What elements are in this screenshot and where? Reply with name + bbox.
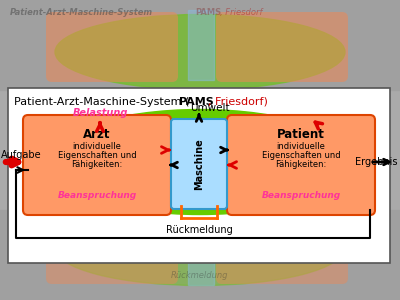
Text: PAMS: PAMS [195,8,221,17]
Bar [0,0,400,90]
Text: Patient-Arzt-Maschine-System (: Patient-Arzt-Maschine-System ( [14,97,189,107]
FancyBboxPatch shape [171,119,227,209]
Bar [188,215,214,285]
FancyBboxPatch shape [46,214,178,284]
FancyBboxPatch shape [23,115,171,215]
Text: individuelle: individuelle [72,142,122,151]
Text: Fähigkeiten:: Fähigkeiten: [275,160,327,169]
Bar [0,210,400,300]
Text: Rückmeldung: Rückmeldung [171,271,229,280]
Text: Eigenschaften und: Eigenschaften und [262,151,340,160]
Ellipse shape [45,110,355,214]
Text: individuelle: individuelle [276,142,326,151]
Text: Aufgabe: Aufgabe [1,150,42,160]
Ellipse shape [55,14,345,89]
FancyBboxPatch shape [216,12,348,82]
Text: Beanspruchung: Beanspruchung [261,191,341,200]
Text: Belastung: Belastung [72,108,128,118]
Text: Fähigkeiten:: Fähigkeiten: [71,160,123,169]
Bar [188,10,214,80]
Text: Patient: Patient [277,128,325,141]
Text: Maschine: Maschine [194,138,204,190]
Text: Patient-Arzt-Maschine-System: Patient-Arzt-Maschine-System [10,8,153,17]
Text: PAMS: PAMS [179,97,214,107]
Bar [8,88,390,263]
Text: Eigenschaften und: Eigenschaften und [58,151,136,160]
Text: Rückmeldung: Rückmeldung [166,225,232,235]
Text: , Friesdorf: , Friesdorf [220,8,262,17]
Text: Arzt: Arzt [83,128,111,141]
FancyBboxPatch shape [216,214,348,284]
FancyBboxPatch shape [227,115,375,215]
Text: Umwelt: Umwelt [190,103,230,113]
Text: Beanspruchung: Beanspruchung [57,191,137,200]
FancyBboxPatch shape [46,12,178,82]
Text: Ergebnis: Ergebnis [354,157,397,167]
Text: , Friesdorf): , Friesdorf) [208,97,268,107]
Ellipse shape [55,211,345,286]
